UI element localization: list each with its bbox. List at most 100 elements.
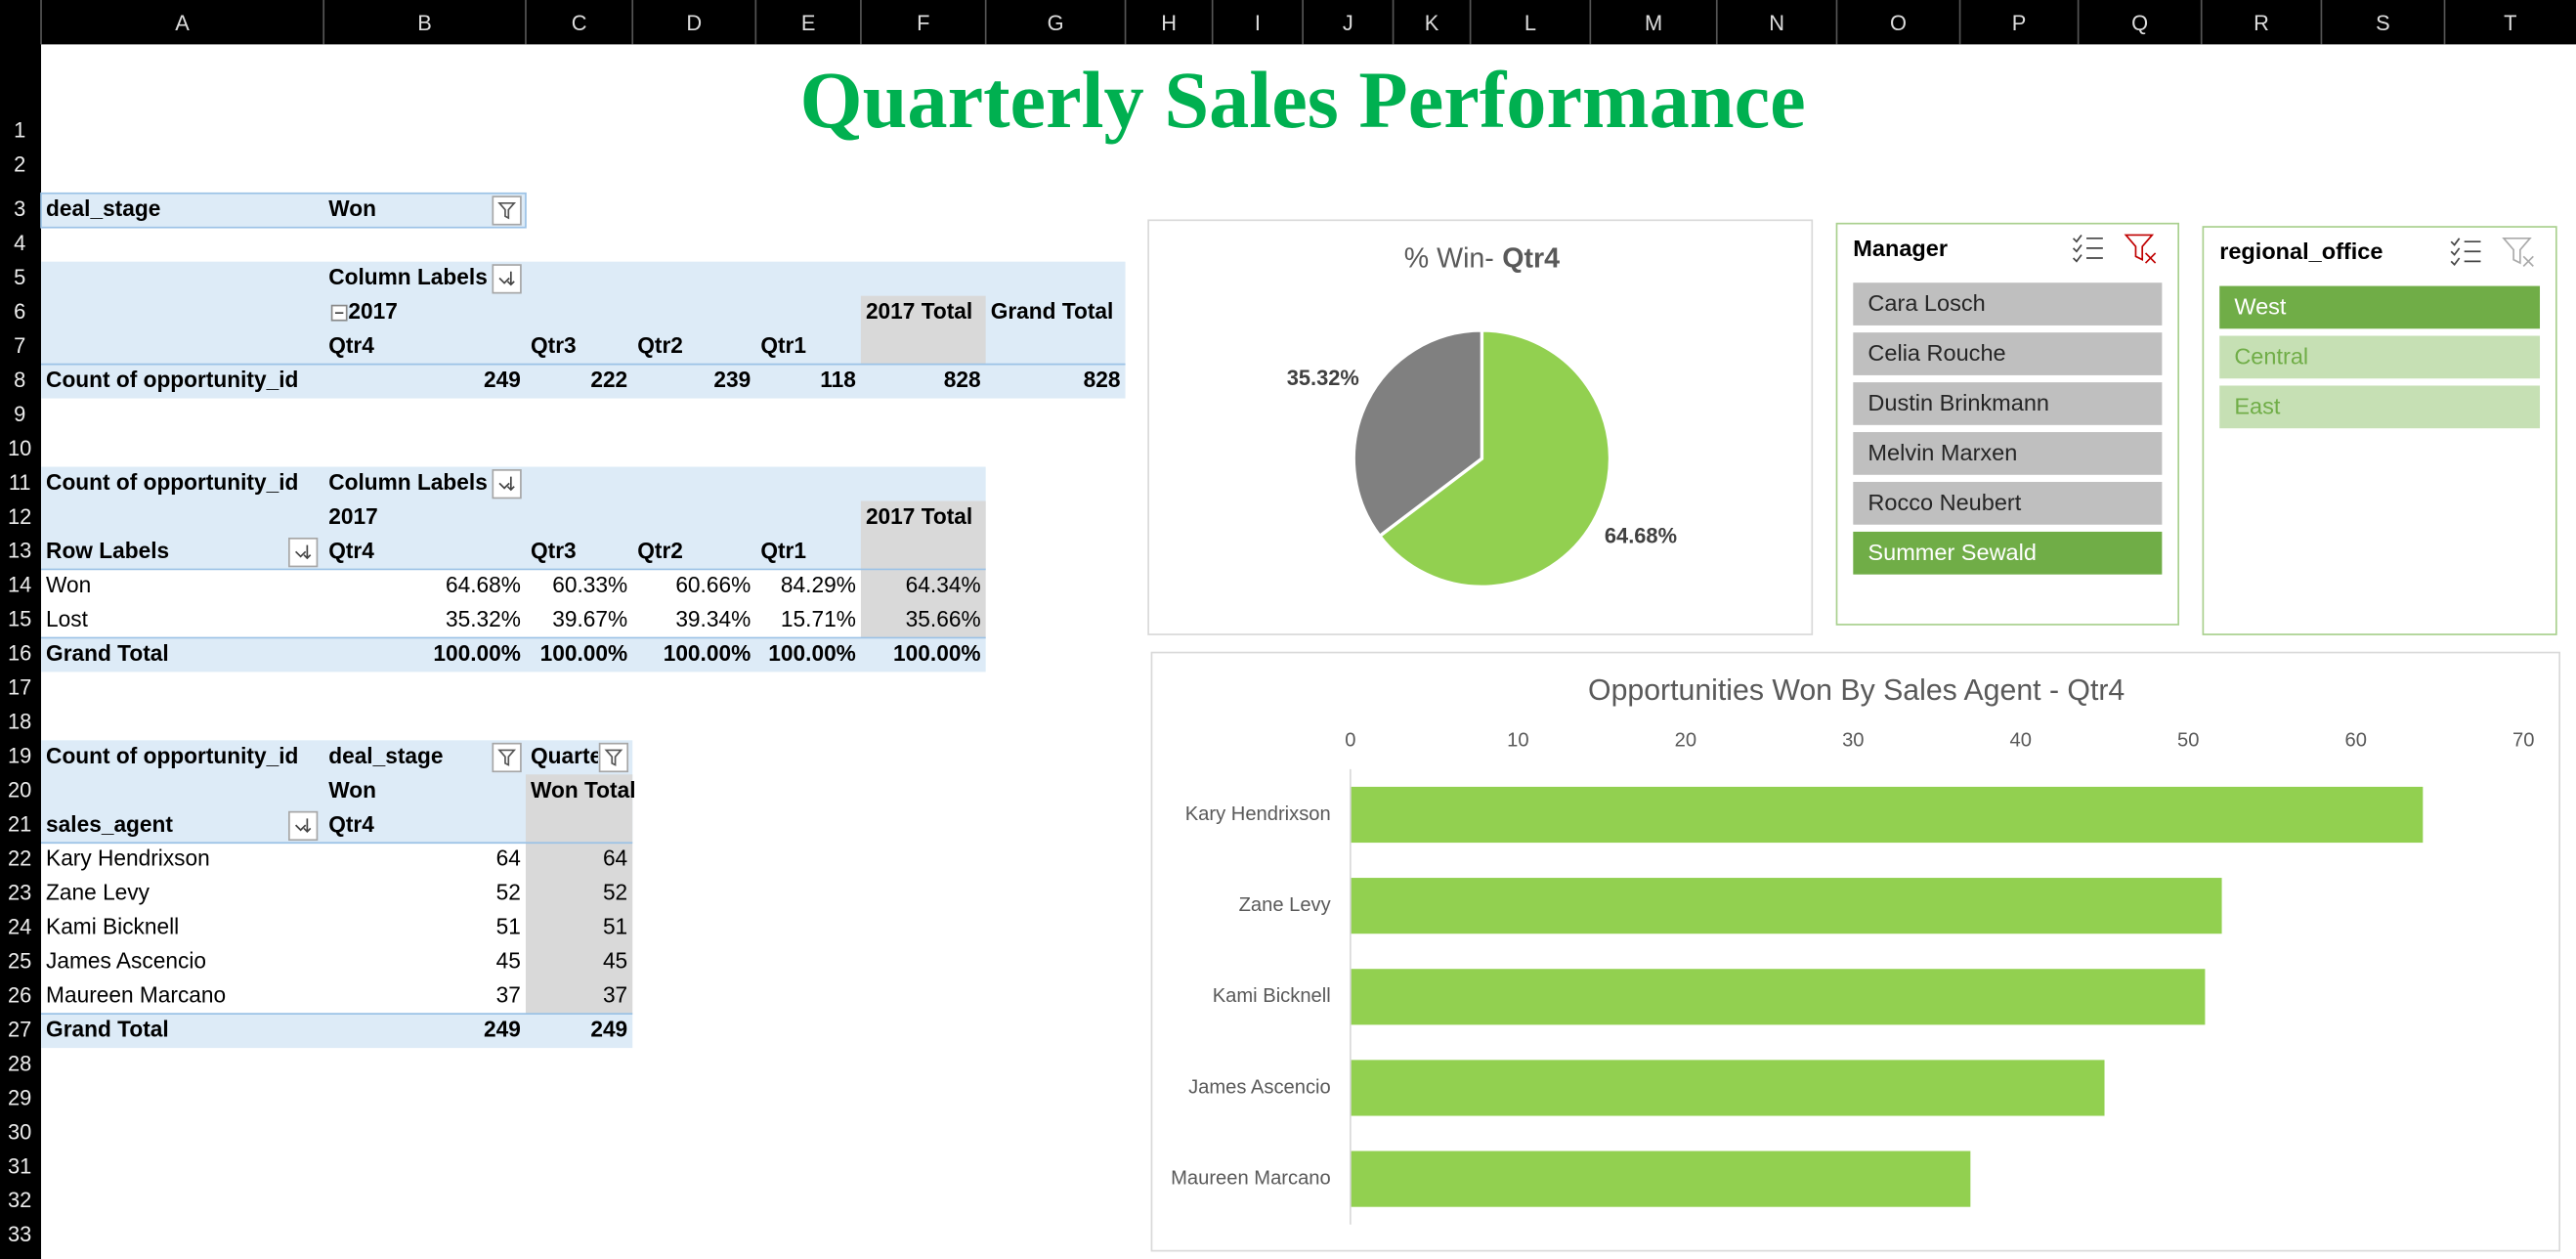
- dashboard-title: Quarterly Sales Performance: [800, 56, 1806, 145]
- slicer-item[interactable]: [1853, 531, 2163, 575]
- sort-glyph: [295, 544, 312, 560]
- cell-text: Qtr2: [637, 332, 683, 358]
- row-header: 9: [14, 402, 25, 426]
- dropdown-button: [492, 469, 522, 499]
- cell-text: 222: [590, 367, 627, 392]
- slicer-item[interactable]: [2219, 385, 2541, 429]
- row-header: 31: [8, 1153, 31, 1178]
- column-header: E: [801, 11, 816, 35]
- cell-text: Lost: [46, 606, 89, 631]
- column-header: I: [1255, 11, 1261, 35]
- slicer-item[interactable]: [1853, 332, 2163, 375]
- dropdown-button: [288, 810, 319, 842]
- row-header: 8: [14, 368, 25, 392]
- slicer-item-label: Cara Losch: [1868, 290, 1985, 316]
- cell-text: 100.00%: [540, 640, 628, 666]
- cell-text: 64.68%: [446, 572, 521, 597]
- cell-text: 239: [713, 367, 751, 392]
- slicer-item-label: Rocco Neubert: [1868, 490, 2021, 515]
- cell-text: 51: [496, 914, 521, 939]
- cell-text: Grand Total: [46, 1017, 169, 1042]
- slicer-item-label: Central: [2234, 343, 2308, 369]
- slicer-item[interactable]: [1853, 282, 2163, 326]
- cell-text: 35.32%: [446, 606, 521, 631]
- cell-text: 45: [603, 948, 627, 974]
- cell-text: Zane Levy: [46, 880, 150, 905]
- row-header: 16: [8, 641, 31, 666]
- clear-filter-button[interactable]: [2502, 237, 2534, 267]
- slicer-item-label: Summer Sewald: [1868, 540, 2036, 565]
- cell-text: Row Labels: [46, 538, 169, 563]
- cell-text: 52: [496, 880, 521, 905]
- slicer-item[interactable]: [1853, 482, 2163, 525]
- column-header: J: [1343, 11, 1353, 35]
- row-header: 21: [8, 812, 31, 837]
- row-header: 3: [14, 196, 25, 221]
- slicer-item[interactable]: [1853, 432, 2163, 475]
- cell-text: 249: [484, 367, 521, 392]
- row-header: 27: [8, 1017, 31, 1041]
- row-header: 23: [8, 880, 31, 904]
- slicer-item-label: West: [2234, 293, 2287, 319]
- row-header: 5: [14, 265, 25, 289]
- x-tick-label: 10: [1507, 730, 1528, 752]
- row-header: 24: [8, 914, 31, 938]
- row-header: 10: [8, 436, 31, 460]
- y-tick-label: James Ascencio: [1188, 1076, 1331, 1098]
- multi-select-button[interactable]: [2072, 234, 2103, 263]
- column-header: M: [1645, 11, 1662, 35]
- y-tick-label: Zane Levy: [1239, 894, 1332, 916]
- cell-text: 64: [496, 846, 521, 871]
- column-header: T: [2504, 11, 2516, 35]
- multi-select-button[interactable]: [2450, 238, 2481, 266]
- cell-fill: [41, 637, 986, 673]
- row-header: 7: [14, 333, 25, 358]
- cell-text: 249: [484, 1017, 521, 1042]
- column-header: N: [1769, 11, 1784, 35]
- column-header: Q: [2131, 11, 2148, 35]
- chart-title: Opportunities Won By Sales Agent - Qtr4: [1588, 674, 2125, 707]
- row-header: 1: [14, 117, 25, 142]
- cell-text: Count of opportunity_id: [46, 469, 298, 495]
- column-header: F: [917, 11, 929, 35]
- cell-text: 84.29%: [781, 572, 856, 597]
- column-header: O: [1890, 11, 1907, 35]
- slicer-item-label: Melvin Marxen: [1868, 440, 2017, 465]
- cell-text: Column Labels: [328, 264, 488, 289]
- cell-text: 100.00%: [664, 640, 751, 666]
- filter-glyph: [497, 201, 517, 220]
- cell-text: 45: [496, 948, 521, 974]
- cell-text: 37: [496, 982, 521, 1008]
- cell-text: 249: [590, 1017, 627, 1042]
- cell-text: 2017: [348, 298, 397, 324]
- row-header: 11: [9, 470, 31, 495]
- cell-text: 39.67%: [552, 606, 627, 631]
- slicer-item[interactable]: [2219, 335, 2541, 379]
- cell-text: deal_stage: [328, 743, 443, 768]
- cell-text: 60.66%: [675, 572, 751, 597]
- column-header: A: [175, 11, 190, 35]
- column-header: K: [1425, 11, 1439, 35]
- sort-glyph: [295, 818, 312, 834]
- slicer-item[interactable]: [1853, 382, 2163, 425]
- cell-text: Kary Hendrixson: [46, 846, 210, 871]
- cell-text: Count of opportunity_id: [46, 743, 298, 768]
- slicer-item[interactable]: [2219, 285, 2541, 329]
- column-header: L: [1524, 11, 1536, 35]
- cell-text: 100.00%: [433, 640, 521, 666]
- row-header: 30: [8, 1119, 31, 1144]
- cell-text: Column Labels: [328, 469, 488, 495]
- clear-filter-button[interactable]: [2124, 234, 2157, 264]
- row-header: 32: [8, 1188, 31, 1212]
- cell-text: 100.00%: [893, 640, 981, 666]
- cell-text: Qtr1: [760, 332, 806, 358]
- row-header: 19: [8, 744, 31, 768]
- dropdown-button: [288, 538, 319, 568]
- chart-title-filter: Qtr4: [1502, 242, 1560, 274]
- row-header: 25: [8, 948, 31, 973]
- row-header: 20: [8, 778, 31, 803]
- cell-text: 60.33%: [552, 572, 627, 597]
- cell-text: Qtr4: [328, 332, 374, 358]
- y-tick-label: Kami Bicknell: [1213, 985, 1331, 1007]
